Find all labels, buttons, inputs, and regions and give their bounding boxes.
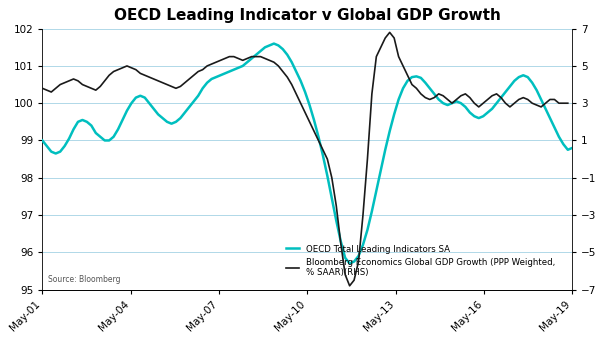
Title: OECD Leading Indicator v Global GDP Growth: OECD Leading Indicator v Global GDP Grow… bbox=[114, 8, 501, 23]
Legend: OECD Total Leading Indicators SA, Bloomberg Economics Global GDP Growth (PPP Wei: OECD Total Leading Indicators SA, Bloomb… bbox=[283, 242, 557, 280]
Text: Source: Bloomberg: Source: Bloomberg bbox=[48, 275, 120, 284]
